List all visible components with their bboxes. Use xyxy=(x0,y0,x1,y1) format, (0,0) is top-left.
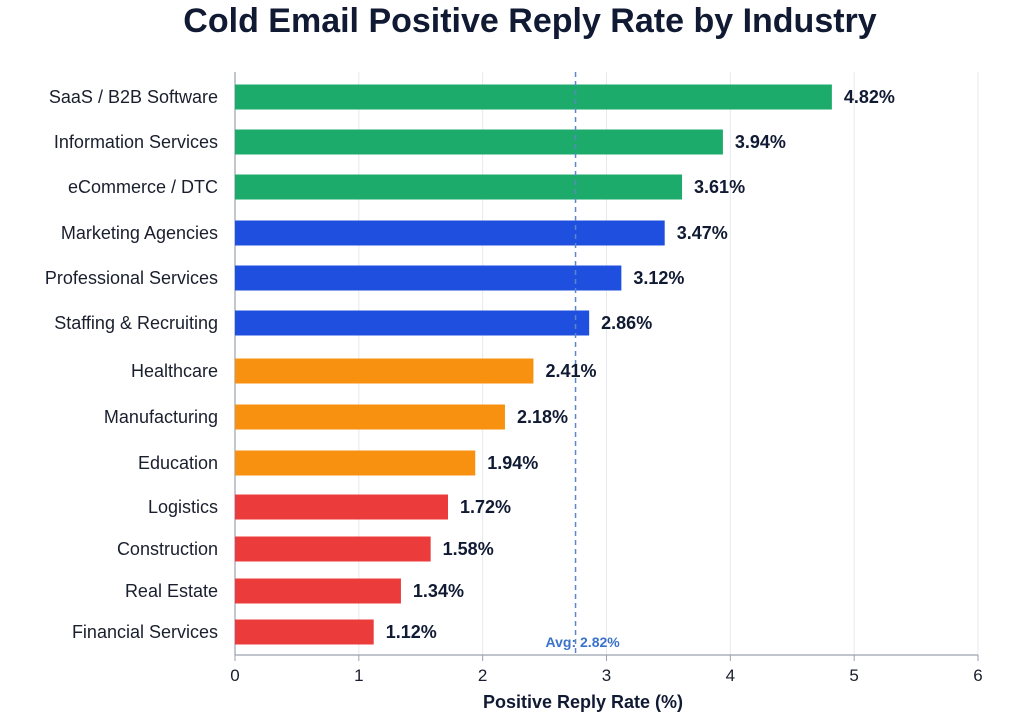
x-tick-label-4: 4 xyxy=(726,666,735,685)
category-label-2: eCommerce / DTC xyxy=(68,177,218,197)
bar-8 xyxy=(235,450,476,476)
category-label-10: Construction xyxy=(117,539,218,559)
value-label-8: 1.94% xyxy=(487,453,538,473)
bar-1 xyxy=(235,129,723,155)
category-label-3: Marketing Agencies xyxy=(61,223,218,243)
bar-12 xyxy=(235,619,374,645)
bar-11 xyxy=(235,578,401,604)
category-label-0: SaaS / B2B Software xyxy=(49,87,218,107)
category-label-12: Financial Services xyxy=(72,622,218,642)
bar-10 xyxy=(235,536,431,562)
value-label-11: 1.34% xyxy=(413,581,464,601)
x-tick-label-1: 1 xyxy=(354,666,363,685)
x-tick-label-2: 2 xyxy=(478,666,487,685)
bar-2 xyxy=(235,174,683,200)
value-label-0: 4.82% xyxy=(844,87,895,107)
x-tick-label-6: 6 xyxy=(973,666,982,685)
value-label-4: 3.12% xyxy=(633,268,684,288)
value-label-3: 3.47% xyxy=(677,223,728,243)
bar-4 xyxy=(235,265,622,291)
x-axis-title: Positive Reply Rate (%) xyxy=(483,692,683,712)
x-tick-label-0: 0 xyxy=(230,666,239,685)
value-label-5: 2.86% xyxy=(601,313,652,333)
x-tick-label-3: 3 xyxy=(602,666,611,685)
bar-0 xyxy=(235,84,832,110)
value-label-6: 2.41% xyxy=(545,361,596,381)
value-label-10: 1.58% xyxy=(443,539,494,559)
value-label-12: 1.12% xyxy=(386,622,437,642)
bar-9 xyxy=(235,494,448,520)
value-label-2: 3.61% xyxy=(694,177,745,197)
average-line-group: Avg: 2.82% xyxy=(546,72,621,655)
average-label: Avg: 2.82% xyxy=(546,634,621,650)
value-label-9: 1.72% xyxy=(460,497,511,517)
category-label-5: Staffing & Recruiting xyxy=(54,313,218,333)
category-label-1: Information Services xyxy=(54,132,218,152)
x-tick-label-5: 5 xyxy=(849,666,858,685)
bar-6 xyxy=(235,358,534,384)
bar-7 xyxy=(235,404,505,430)
category-label-9: Logistics xyxy=(148,497,218,517)
labels: SaaS / B2B Software 4.82% Information Serv… xyxy=(45,87,895,642)
category-label-6: Healthcare xyxy=(131,361,218,381)
value-label-7: 2.18% xyxy=(517,407,568,427)
bar-5 xyxy=(235,310,590,336)
category-label-11: Real Estate xyxy=(125,581,218,601)
bars xyxy=(235,84,832,645)
category-label-8: Education xyxy=(138,453,218,473)
bar-3 xyxy=(235,220,665,246)
chart-title: Cold Email Positive Reply Rate by Indust… xyxy=(183,2,876,40)
category-label-7: Manufacturing xyxy=(104,407,218,427)
category-label-4: Professional Services xyxy=(45,268,218,288)
value-label-1: 3.94% xyxy=(735,132,786,152)
